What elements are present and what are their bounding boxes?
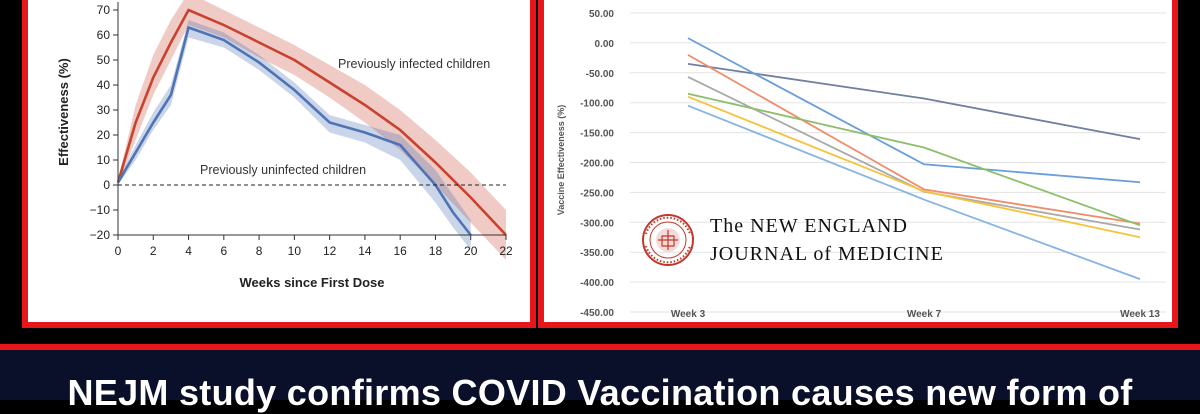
- nejm-logo-line2: JOURNAL of MEDICINE: [710, 243, 944, 265]
- series-line-uninfected: [116, 25, 472, 236]
- y-tick-label: -300.00: [580, 218, 614, 229]
- y-tick-label: -50.00: [586, 69, 615, 80]
- annotation-uninfected: Previously uninfected children: [200, 163, 366, 177]
- y-tick-label: 70: [97, 3, 111, 17]
- effectiveness-chart: 0 2 4 6 8 10 12 14 16 18 20 22 −20 −10 0 10 20 30 40 50 60 70…: [56, 0, 513, 290]
- right-y-axis-title: Vaccine Effectiveness (%): [556, 105, 566, 216]
- x-tick-label: 4: [185, 244, 192, 258]
- x-category-label: Week 13: [1120, 309, 1160, 320]
- x-tick-label: 20: [464, 244, 478, 258]
- y-tick-label: 50.00: [589, 9, 614, 20]
- x-tick-label: 10: [288, 244, 302, 258]
- series-line-3: [687, 54, 1141, 225]
- y-tick-label: 0.00: [595, 39, 615, 50]
- x-axis-title: Weeks since First Dose: [240, 275, 385, 290]
- x-tick-label: 12: [323, 244, 337, 258]
- y-tick-label: 20: [97, 128, 111, 142]
- x-tick-label: 22: [499, 244, 513, 258]
- y-tick-label: -350.00: [580, 248, 614, 259]
- x-tick-label: 14: [358, 244, 372, 258]
- x-tick-label: 6: [220, 244, 227, 258]
- y-tick-label: 40: [97, 78, 111, 92]
- y-axis-title: Effectiveness (%): [56, 58, 71, 166]
- y-tick-label: 30: [97, 103, 111, 117]
- headline-text: NEJM study confirms COVID Vaccination ca…: [67, 372, 1133, 413]
- annotation-infected: Previously infected children: [338, 57, 490, 71]
- y-tick-label: 10: [97, 153, 111, 167]
- series-line-7: [687, 104, 1141, 280]
- series-line-6: [687, 95, 1141, 239]
- x-tick-label: 2: [150, 244, 157, 258]
- series-line-infected: [116, 8, 507, 236]
- headline-band: [0, 344, 1200, 400]
- right-chart-panel: 50.00 0.00 -50.00 -100.00 -150.00 -200.00 -250…: [538, 0, 1178, 328]
- y-tick-label: -200.00: [580, 159, 614, 170]
- y-tick-label: -250.00: [580, 188, 614, 199]
- series-line-1: [687, 62, 1141, 141]
- x-tick-label: 8: [256, 244, 263, 258]
- y-tick-label: 60: [97, 28, 111, 42]
- confidence-band-infected: [118, 0, 506, 260]
- y-tick-label: -150.00: [580, 129, 614, 140]
- x-category-label: Week 3: [671, 309, 706, 320]
- nejm-seal: [642, 214, 694, 266]
- y-tick-label: -100.00: [580, 99, 614, 110]
- y-tick-label: -400.00: [580, 278, 614, 289]
- x-tick-label: 18: [429, 244, 443, 258]
- nejm-logo: The NEW ENGLAND JOURNAL of MEDICINE: [642, 214, 944, 266]
- nejm-logo-line1: The NEW ENGLAND: [710, 215, 908, 237]
- confidence-band-uninfected: [118, 20, 471, 250]
- vaccine-effectiveness-chart: 50.00 0.00 -50.00 -100.00 -150.00 -200.00 -250…: [556, 9, 1166, 320]
- series-line-5: [687, 92, 1141, 227]
- series-line-4: [687, 76, 1141, 231]
- y-tick-label: −10: [90, 203, 111, 217]
- x-tick-label: 16: [394, 244, 408, 258]
- x-category-label: Week 7: [907, 309, 942, 320]
- x-tick-label: 0: [115, 244, 122, 258]
- left-chart-panel: 0 2 4 6 8 10 12 14 16 18 20 22 −20 −10 0 10 20 30 40 50 60 70…: [22, 0, 536, 328]
- y-tick-label: −20: [90, 228, 111, 242]
- y-tick-label: 50: [97, 53, 111, 67]
- y-tick-label: 0: [103, 178, 110, 192]
- y-tick-label: -450.00: [580, 308, 614, 319]
- series-line-2: [687, 37, 1141, 184]
